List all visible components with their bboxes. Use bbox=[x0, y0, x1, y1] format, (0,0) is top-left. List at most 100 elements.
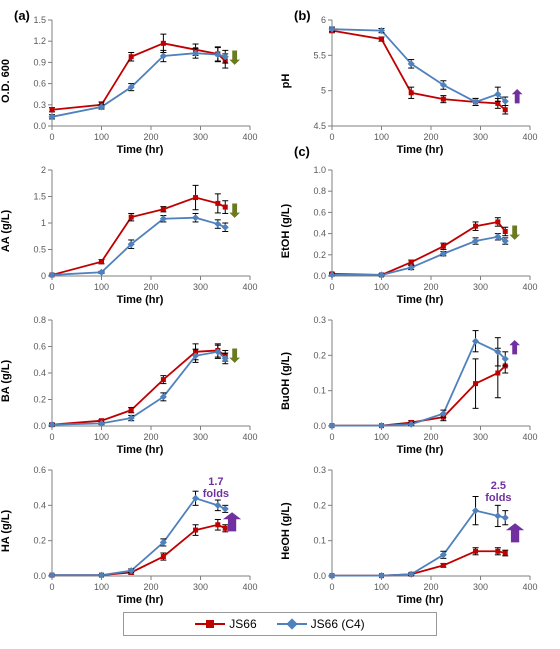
svg-text:0: 0 bbox=[329, 582, 334, 592]
y-axis-label: AA (g/L) bbox=[0, 210, 12, 252]
svg-text:400: 400 bbox=[242, 432, 257, 442]
svg-text:0: 0 bbox=[49, 582, 54, 592]
svg-text:0.6: 0.6 bbox=[313, 207, 326, 217]
svg-text:400: 400 bbox=[242, 132, 257, 142]
svg-text:1: 1 bbox=[41, 218, 46, 228]
svg-text:6: 6 bbox=[321, 15, 326, 25]
svg-text:2: 2 bbox=[41, 165, 46, 175]
svg-text:100: 100 bbox=[374, 132, 389, 142]
chart-svg: 01002003004004.555.56 bbox=[290, 10, 540, 152]
svg-text:200: 200 bbox=[143, 582, 158, 592]
svg-text:400: 400 bbox=[522, 132, 537, 142]
svg-text:300: 300 bbox=[193, 432, 208, 442]
svg-text:0.2: 0.2 bbox=[313, 500, 326, 510]
y-axis-label: HeOH (g/L) bbox=[280, 502, 292, 559]
svg-text:0.0: 0.0 bbox=[33, 121, 46, 131]
chart-panel: EtOH (g/L)Time (hr)01002003004000.00.20.… bbox=[290, 160, 550, 302]
y-axis-label: BuOH (g/L) bbox=[280, 352, 292, 410]
chart-panel: BuOH (g/L)Time (hr)01002003004000.00.10.… bbox=[290, 310, 550, 452]
svg-text:400: 400 bbox=[522, 282, 537, 292]
chart-svg: 01002003004000.00.20.40.60.8 bbox=[10, 310, 260, 452]
svg-text:100: 100 bbox=[94, 282, 109, 292]
svg-text:400: 400 bbox=[242, 582, 257, 592]
fold-change-label: 2.5folds bbox=[485, 480, 511, 504]
svg-text:0.0: 0.0 bbox=[313, 571, 326, 581]
svg-text:200: 200 bbox=[423, 282, 438, 292]
up-arrow-icon: ⬆ bbox=[510, 87, 525, 108]
x-axis-label: Time (hr) bbox=[117, 294, 164, 306]
legend-item-js66c4: JS66 (C4) bbox=[277, 617, 365, 631]
x-axis-label: Time (hr) bbox=[397, 444, 444, 456]
svg-text:300: 300 bbox=[473, 132, 488, 142]
x-axis-label: Time (hr) bbox=[117, 444, 164, 456]
svg-text:0.2: 0.2 bbox=[33, 536, 46, 546]
svg-text:300: 300 bbox=[473, 582, 488, 592]
legend: JS66 JS66 (C4) bbox=[123, 612, 437, 636]
svg-text:0.6: 0.6 bbox=[33, 342, 46, 352]
x-axis-label: Time (hr) bbox=[397, 594, 444, 606]
svg-text:200: 200 bbox=[423, 582, 438, 592]
svg-text:200: 200 bbox=[423, 132, 438, 142]
panel-tag: (a) bbox=[14, 8, 30, 23]
svg-text:0.4: 0.4 bbox=[33, 368, 46, 378]
svg-text:0: 0 bbox=[49, 282, 54, 292]
fold-change-label: 1.7folds bbox=[203, 476, 229, 500]
svg-text:100: 100 bbox=[94, 432, 109, 442]
svg-text:100: 100 bbox=[94, 582, 109, 592]
y-axis-label: HA (g/L) bbox=[0, 510, 12, 552]
legend-label: JS66 bbox=[229, 617, 256, 631]
chart-panel: (a)O.D. 600Time (hr)01002003004000.00.30… bbox=[10, 10, 270, 152]
svg-text:400: 400 bbox=[522, 432, 537, 442]
legend-label: JS66 (C4) bbox=[311, 617, 365, 631]
x-axis-label: Time (hr) bbox=[117, 594, 164, 606]
svg-text:0.2: 0.2 bbox=[33, 395, 46, 405]
svg-text:200: 200 bbox=[143, 132, 158, 142]
down-arrow-icon: ⬇ bbox=[227, 201, 242, 222]
svg-text:100: 100 bbox=[374, 282, 389, 292]
svg-text:300: 300 bbox=[193, 132, 208, 142]
svg-text:0.3: 0.3 bbox=[313, 465, 326, 475]
svg-text:0.8: 0.8 bbox=[313, 186, 326, 196]
up-arrow-icon: ⬆ bbox=[502, 520, 528, 549]
svg-text:300: 300 bbox=[193, 582, 208, 592]
svg-text:0: 0 bbox=[41, 271, 46, 281]
chart-grid: (a)O.D. 600Time (hr)01002003004000.00.30… bbox=[10, 10, 550, 602]
chart-svg: 010020030040000.511.52 bbox=[10, 160, 260, 302]
svg-text:400: 400 bbox=[242, 282, 257, 292]
svg-text:0.3: 0.3 bbox=[313, 315, 326, 325]
svg-text:200: 200 bbox=[143, 282, 158, 292]
svg-text:0.2: 0.2 bbox=[313, 350, 326, 360]
svg-text:0.0: 0.0 bbox=[313, 271, 326, 281]
chart-panel: BA (g/L)Time (hr)01002003004000.00.20.40… bbox=[10, 310, 270, 452]
svg-text:1.5: 1.5 bbox=[33, 192, 46, 202]
svg-text:0.5: 0.5 bbox=[33, 245, 46, 255]
svg-text:5: 5 bbox=[321, 86, 326, 96]
svg-text:0.1: 0.1 bbox=[313, 386, 326, 396]
svg-text:4.5: 4.5 bbox=[313, 121, 326, 131]
svg-text:5.5: 5.5 bbox=[313, 50, 326, 60]
svg-text:0.1: 0.1 bbox=[313, 536, 326, 546]
svg-text:0.0: 0.0 bbox=[313, 421, 326, 431]
svg-text:0.6: 0.6 bbox=[33, 79, 46, 89]
chart-panel: HA (g/L)Time (hr)01002003004000.00.20.40… bbox=[10, 460, 270, 602]
svg-text:0: 0 bbox=[49, 132, 54, 142]
y-axis-label: EtOH (g/L) bbox=[280, 204, 292, 258]
svg-text:1.2: 1.2 bbox=[33, 36, 46, 46]
y-axis-label: BA (g/L) bbox=[0, 360, 12, 402]
svg-text:0: 0 bbox=[329, 282, 334, 292]
svg-text:0.4: 0.4 bbox=[33, 500, 46, 510]
chart-svg: 01002003004000.00.20.40.60.81.0 bbox=[290, 160, 540, 302]
down-arrow-icon: ⬇ bbox=[507, 223, 522, 244]
svg-text:0.3: 0.3 bbox=[33, 100, 46, 110]
down-arrow-icon: ⬇ bbox=[227, 346, 242, 367]
svg-text:0.8: 0.8 bbox=[33, 315, 46, 325]
svg-text:200: 200 bbox=[423, 432, 438, 442]
chart-panel: AA (g/L)Time (hr)010020030040000.511.52⬇ bbox=[10, 160, 270, 302]
x-axis-label: Time (hr) bbox=[117, 144, 164, 156]
svg-text:100: 100 bbox=[374, 432, 389, 442]
down-arrow-icon: ⬇ bbox=[227, 48, 242, 69]
y-axis-label: pH bbox=[280, 74, 292, 89]
svg-text:0: 0 bbox=[49, 432, 54, 442]
x-axis-label: Time (hr) bbox=[397, 144, 444, 156]
svg-text:0.0: 0.0 bbox=[33, 571, 46, 581]
